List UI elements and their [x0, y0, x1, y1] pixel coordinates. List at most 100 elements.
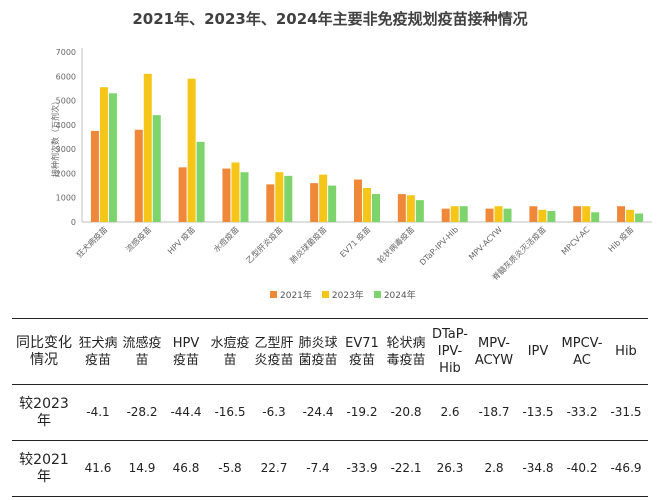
bar-2023年-10: [538, 209, 547, 222]
x-tick-label: EV71 疫苗: [338, 224, 373, 259]
table-cell: 41.6: [84, 461, 112, 475]
table-cell: 2.8: [484, 461, 504, 475]
bar-2024年-11: [591, 212, 600, 222]
bar-chart: 0 1000 2000 3000 4000 5000 6000 7000 接种剂次数（万剂次） 狂…: [50, 48, 652, 282]
table-column-header: HPV 疫苗: [172, 335, 200, 368]
table-column-header: EV71 疫苗: [345, 335, 379, 368]
x-tick-label: 流感疫苗: [123, 224, 153, 254]
yoy-change-table: 同比变化情况 狂犬病疫苗 流感疫苗 HPV 疫苗 水痘疫苗 乙型肝炎疫苗 肺炎球菌疫苗 EV…: [12, 318, 648, 497]
table-cell: -40.2: [566, 461, 598, 475]
bar-2024年-9: [503, 208, 512, 222]
y-tick-label: 2000: [56, 169, 76, 178]
table-header-row: 同比变化情况 狂犬病疫苗 流感疫苗 HPV 疫苗 水痘疫苗 乙型肝炎疫苗 肺炎球菌疫苗 EV…: [12, 318, 648, 385]
table-column-header: 狂犬病疫苗: [78, 335, 118, 368]
x-tick-label: HPV 疫苗: [165, 224, 197, 256]
table-cell: 14.9: [128, 461, 156, 475]
x-tick-label: DTaP-IPV-Hib: [418, 225, 460, 267]
table-cell: -7.4: [306, 461, 330, 475]
bar-2024年-10: [547, 211, 556, 222]
table-cell: -34.8: [522, 461, 554, 475]
bar-2023年-7: [406, 195, 415, 222]
table-column-header: MPV-ACYW: [474, 335, 514, 368]
bar-2021年-8: [441, 208, 450, 222]
bar-2023年-4: [275, 172, 284, 222]
table-column-header: 水痘疫苗: [210, 335, 250, 368]
y-tick-label: 0: [71, 218, 76, 227]
y-tick-label: 1000: [56, 194, 76, 203]
legend-swatch: [321, 291, 329, 298]
bar-2024年-0: [108, 93, 117, 223]
bar-2021年-5: [310, 183, 319, 222]
table-cell: 22.7: [260, 461, 288, 475]
bar-2024年-2: [196, 141, 205, 222]
x-tick-label: 水痘疫苗: [211, 224, 241, 254]
table-cell: -4.1: [86, 405, 110, 419]
y-tick-label: 7000: [56, 48, 76, 57]
chart-title: 2021年、2023年、2024年主要非免疫规划疫苗接种情况: [132, 10, 528, 28]
bar-2021年-3: [222, 168, 231, 222]
bar-2021年-12: [617, 206, 626, 222]
table-cell: -33.9: [346, 461, 378, 475]
table-cell: 46.8: [172, 461, 200, 475]
bar-2024年-8: [459, 206, 468, 222]
bar-2023年-5: [319, 174, 328, 222]
table-row-label: 较2023年: [19, 395, 69, 429]
table-cell: -44.4: [170, 405, 202, 419]
x-tick-label: 狂犬病疫苗: [74, 224, 109, 259]
legend-item: 2024年: [373, 288, 416, 301]
legend-swatch: [270, 291, 277, 298]
y-tick-label: 5000: [56, 97, 76, 106]
x-tick-label: 乙型肝炎疫苗: [244, 224, 285, 265]
bar-2023年-8: [450, 206, 459, 222]
table-cell: -20.8: [390, 405, 422, 419]
bar-2024年-12: [635, 213, 644, 222]
x-tick-label: MPV-ACYW: [467, 225, 504, 262]
table-column-header: IPV: [527, 344, 549, 359]
bar-2021年-1: [134, 129, 143, 222]
bar-2024年-5: [328, 185, 337, 222]
x-tick-label: Hib 疫苗: [606, 224, 636, 254]
y-tick-label: 3000: [56, 145, 76, 154]
bar-2024年-1: [152, 115, 161, 222]
table-cell: -5.8: [218, 461, 242, 475]
bar-2023年-1: [143, 73, 152, 222]
bar-2024年-4: [284, 175, 293, 222]
table-cell: -16.5: [214, 405, 246, 419]
table-cell: -24.4: [302, 405, 334, 419]
bar-2023年-3: [231, 162, 240, 222]
y-axis-label: 接种剂次数（万剂次）: [50, 97, 60, 177]
x-tick-label: 轮状病毒疫苗: [375, 224, 416, 265]
bar-2024年-6: [372, 194, 380, 222]
x-tick-label: 肺炎球菌疫苗: [288, 224, 329, 265]
bar-2023年-12: [626, 209, 635, 222]
bar-2024年-3: [240, 172, 249, 222]
table-column-header: 轮状病毒疫苗: [386, 335, 426, 368]
table-column-header: Hib: [615, 344, 637, 359]
bar-2021年-0: [90, 130, 99, 222]
y-tick-label: 4000: [56, 121, 76, 130]
bar-2021年-2: [178, 167, 187, 222]
table-column-header: MPCV-AC: [561, 335, 603, 368]
bar-2021年-9: [485, 208, 494, 222]
table-cell: -19.2: [346, 405, 378, 419]
table-cell: 2.6: [440, 405, 460, 419]
table-cell: -18.7: [478, 405, 510, 419]
table-cell: -31.5: [610, 405, 642, 419]
table-column-header: 流感疫苗: [122, 335, 162, 368]
bar-2023年-2: [187, 78, 196, 222]
bar-2023年-0: [99, 87, 108, 222]
bar-2021年-6: [354, 179, 362, 222]
table-column-header: DTaP-IPV-Hib: [431, 327, 468, 376]
table-cell: -13.5: [522, 405, 554, 419]
table-cell: -28.2: [126, 405, 158, 419]
bar-2023年-9: [494, 206, 503, 222]
bar-2023年-11: [582, 206, 591, 222]
bar-2023年-6: [363, 188, 371, 222]
table-cell: -6.3: [262, 405, 286, 419]
bar-2021年-7: [397, 194, 406, 222]
legend-label: 2023年: [331, 291, 364, 301]
bar-2024年-7: [415, 200, 424, 222]
legend-item: 2023年: [321, 288, 364, 301]
legend-label: 2024年: [383, 291, 416, 301]
table-cell: -33.2: [566, 405, 598, 419]
